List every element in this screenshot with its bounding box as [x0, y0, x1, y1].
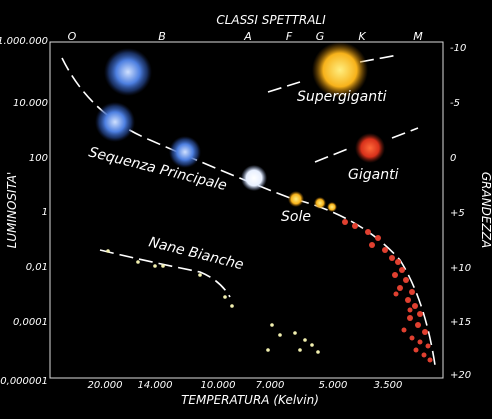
star [382, 247, 388, 253]
star [407, 307, 413, 313]
spectral-class: K [358, 30, 366, 43]
star [278, 333, 282, 337]
star [314, 197, 326, 209]
star [316, 350, 320, 354]
star [161, 264, 165, 268]
star [417, 339, 423, 345]
x-tick-label: 7.000 [256, 380, 285, 391]
star [399, 267, 405, 273]
star [104, 48, 152, 96]
spectral-class: G [316, 30, 325, 43]
y2-axis-label: GRANDEZZA [479, 172, 492, 248]
title: CLASSI SPETTRALI [216, 13, 326, 27]
star [293, 331, 297, 335]
star [397, 285, 403, 291]
small-stars [106, 219, 433, 363]
star [375, 235, 381, 241]
star [310, 343, 314, 347]
x-axis-label: TEMPERATURA (Kelvin) [181, 393, 319, 407]
star [223, 295, 227, 299]
spectral-class: O [68, 30, 77, 43]
star [312, 42, 368, 98]
plot-frame [49, 41, 444, 379]
y-tick-label: 100 [29, 153, 48, 164]
annotation: Giganti [348, 167, 399, 183]
star [409, 289, 415, 295]
star [355, 133, 385, 163]
star [425, 343, 431, 349]
star [409, 335, 415, 341]
y2-tick-label: -5 [450, 98, 460, 109]
y2-tick-label: +10 [450, 263, 471, 274]
star [106, 249, 110, 253]
spectral-class: A [243, 30, 252, 43]
x-tick-label: 5.000 [319, 380, 348, 391]
x-tick-label: 20.000 [88, 380, 123, 391]
star [198, 273, 202, 277]
star [352, 223, 358, 229]
star [422, 329, 428, 335]
y-tick-label: 0,000001 [0, 376, 48, 387]
star [266, 348, 270, 352]
x-tick-label: 10.000 [201, 380, 236, 391]
star [342, 219, 348, 225]
star [389, 255, 395, 261]
x-tick-label: 3.500 [374, 380, 403, 391]
star [395, 259, 401, 265]
spectral-class: B [158, 30, 166, 43]
y-tick-label: 0,0001 [13, 317, 48, 328]
star [298, 348, 302, 352]
annotation: Sole [281, 209, 311, 225]
star [417, 311, 423, 317]
star [270, 323, 274, 327]
star [403, 277, 409, 283]
star [405, 297, 411, 303]
star [427, 357, 433, 363]
star [327, 202, 337, 212]
star [95, 102, 135, 142]
star [241, 165, 267, 191]
spectral-class: F [286, 30, 293, 43]
star [169, 136, 201, 168]
star [288, 191, 304, 207]
star [153, 264, 157, 268]
star [230, 304, 234, 308]
y-tick-label: 1.000.000 [0, 36, 48, 47]
y2-tick-label: +5 [450, 208, 465, 219]
y2-tick-label: 0 [450, 153, 456, 164]
y2-tick-label: +15 [450, 317, 471, 328]
annotation: Supergiganti [297, 89, 387, 105]
star [413, 347, 419, 353]
y-tick-label: 1 [42, 207, 48, 218]
star [407, 315, 413, 321]
spectral-class: M [413, 30, 423, 43]
star [421, 352, 427, 358]
y2-tick-label: -10 [450, 43, 466, 54]
x-tick-label: 14.000 [138, 380, 173, 391]
star [393, 291, 399, 297]
star [392, 272, 398, 278]
y-tick-label: 0,01 [26, 262, 48, 273]
star [401, 327, 407, 333]
star [303, 338, 307, 342]
star [415, 322, 421, 328]
star [136, 260, 140, 264]
y-tick-label: 10.000 [13, 98, 48, 109]
y-axis-label: LUMINOSITA' [5, 172, 19, 249]
star [365, 229, 371, 235]
star [369, 242, 375, 248]
star [412, 303, 418, 309]
y2-tick-label: +20 [450, 370, 471, 381]
